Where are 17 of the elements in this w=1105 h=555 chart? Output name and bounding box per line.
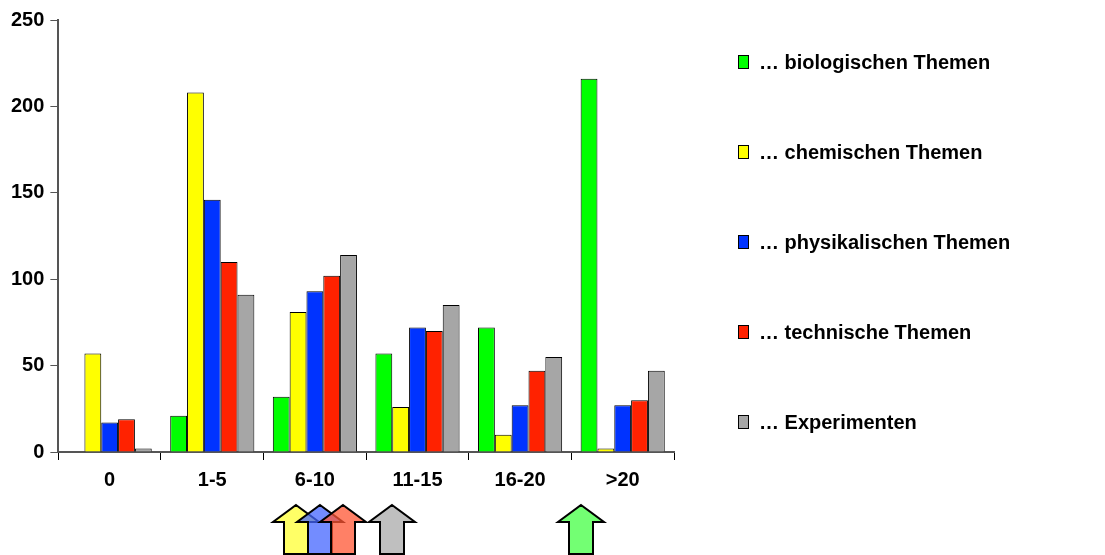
y-tick-label: 50 [22,353,45,376]
x-tick-label: 6-10 [294,467,335,490]
legend-label: … chemischen Themen [759,140,983,164]
y-tick-label: 0 [33,439,45,462]
legend-label: … technische Themen [759,320,972,344]
x-tick-label: 11-15 [392,467,443,490]
x-tick-label: >20 [605,467,640,490]
y-tick-label: 200 [10,93,45,116]
y-tick-label: 150 [10,180,45,203]
x-tick-label: 0 [104,467,116,490]
legend-label: … Experimenten [759,410,917,434]
y-tick-label: 250 [10,7,45,30]
legend-label: … biologischen Themen [759,50,991,74]
legend-label: … physikalischen Themen [759,230,1011,254]
x-tick-label: 1-5 [197,467,227,490]
y-tick-label: 100 [10,266,45,289]
x-tick-label: 16-20 [494,467,546,490]
